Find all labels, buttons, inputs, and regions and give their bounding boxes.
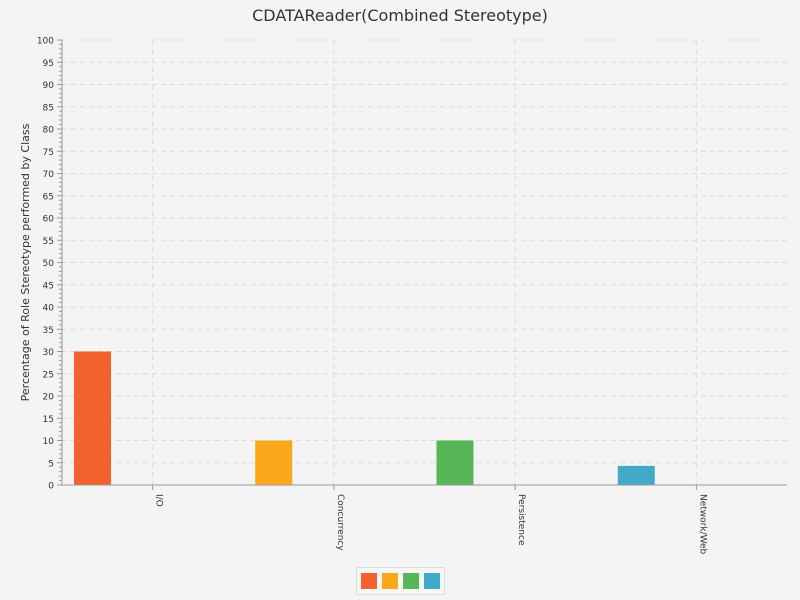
- y-tick-label: 30: [43, 348, 55, 358]
- x-tick-label: Network/Web: [697, 494, 707, 555]
- y-tick-label: 55: [43, 237, 54, 247]
- chart-title: CDATAReader(Combined Stereotype): [252, 6, 548, 25]
- legend-swatch: [382, 573, 398, 589]
- y-tick-label: 65: [43, 192, 54, 202]
- y-tick-label: 70: [43, 170, 55, 180]
- y-tick-label: 5: [48, 459, 54, 469]
- bar: [617, 465, 655, 485]
- y-tick-label: 95: [43, 59, 54, 69]
- y-tick-label: 0: [48, 482, 54, 492]
- y-tick-label: 50: [43, 259, 55, 269]
- y-tick-label: 85: [43, 103, 54, 113]
- bar: [74, 351, 111, 485]
- x-tick-label: I/O: [154, 494, 164, 507]
- bar: [255, 440, 293, 485]
- legend-swatch: [403, 573, 419, 589]
- y-tick-label: 10: [43, 437, 55, 447]
- y-tick-label: 80: [43, 126, 55, 136]
- y-tick-label: 15: [43, 415, 54, 425]
- legend-swatch: [361, 573, 377, 589]
- legend-swatch: [424, 573, 440, 589]
- legend: [356, 567, 445, 595]
- x-tick-label: Persistence: [516, 494, 526, 546]
- y-tick-label: 25: [43, 370, 54, 380]
- y-tick-label: 45: [43, 281, 54, 291]
- bar: [436, 440, 474, 485]
- y-tick-label: 20: [43, 393, 55, 403]
- y-tick-label: 75: [43, 148, 54, 158]
- y-tick-label: 60: [43, 215, 55, 225]
- x-tick-label: Concurrency: [335, 494, 345, 551]
- y-axis-label: Percentage of Role Stereotype performed …: [19, 123, 32, 401]
- y-tick-label: 40: [43, 304, 55, 314]
- y-tick-label: 100: [37, 37, 54, 47]
- y-tick-label: 90: [43, 81, 55, 91]
- y-tick-label: 35: [43, 326, 54, 336]
